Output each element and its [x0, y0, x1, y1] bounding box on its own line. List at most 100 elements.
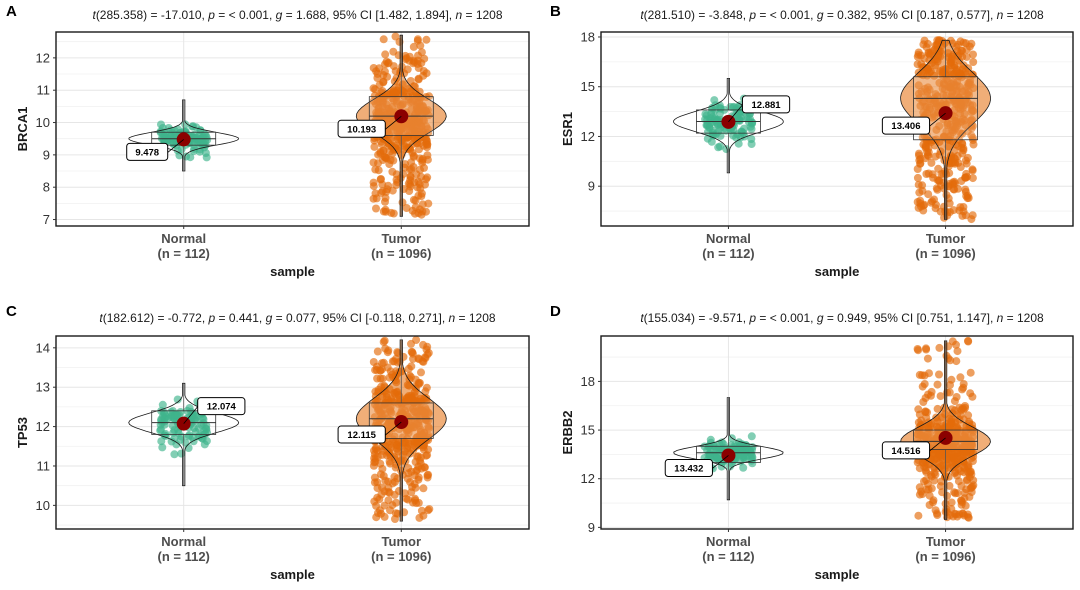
data-point — [913, 60, 922, 69]
data-point — [406, 77, 415, 85]
data-point — [416, 184, 425, 193]
data-point — [407, 165, 416, 174]
data-point — [922, 170, 931, 178]
data-point — [369, 84, 378, 93]
data-point — [963, 191, 972, 200]
data-point — [914, 418, 923, 427]
data-point — [726, 462, 734, 471]
data-point — [968, 482, 977, 491]
data-point — [386, 367, 395, 376]
data-point — [950, 179, 959, 188]
mean-point — [721, 114, 736, 129]
panel-subtitle: t(155.034) = -9.571, p = < 0.001, g = 0.… — [640, 311, 1044, 325]
data-point — [381, 50, 390, 59]
data-point — [372, 204, 380, 213]
data-point — [734, 139, 743, 148]
violin-normal — [673, 397, 784, 501]
data-point — [167, 437, 176, 446]
mean-label-leader — [183, 406, 199, 424]
data-point — [967, 131, 976, 140]
violin-tumor — [900, 39, 991, 220]
mean-label-text: 13.432 — [674, 463, 703, 474]
data-point — [747, 140, 756, 148]
data-point — [414, 355, 423, 364]
plot-area — [56, 336, 529, 529]
mean-label-text: 14.516 — [891, 446, 920, 457]
y-axis: 10 11 12 13 14 — [36, 340, 56, 513]
data-point — [181, 120, 190, 129]
violin-tumor — [355, 34, 447, 217]
mean-label-box — [881, 441, 931, 460]
data-point — [409, 151, 418, 160]
data-point — [373, 69, 382, 78]
data-point — [378, 359, 386, 368]
data-point — [920, 36, 929, 45]
data-point — [922, 468, 931, 477]
data-point — [405, 52, 414, 61]
data-point — [953, 40, 962, 49]
data-point — [392, 498, 401, 507]
data-point — [917, 487, 926, 496]
data-point — [915, 151, 923, 160]
data-point — [964, 337, 973, 346]
data-point — [914, 511, 923, 520]
panel-letter: A — [6, 3, 17, 20]
mean-label-box — [337, 119, 386, 138]
data-point — [945, 388, 954, 397]
y-tick-label: 11 — [37, 458, 51, 473]
x-tick-label: Tumor — [926, 231, 965, 246]
plot-content — [673, 336, 991, 522]
data-point — [969, 140, 978, 149]
y-tick-label: 11 — [37, 83, 51, 98]
data-point — [706, 119, 715, 128]
data-point — [957, 500, 966, 509]
data-point — [157, 437, 166, 446]
mean-label-text: 12.115 — [347, 430, 376, 441]
data-point — [170, 426, 179, 435]
data-point — [384, 58, 393, 67]
data-point — [370, 136, 379, 145]
data-point — [376, 374, 385, 383]
data-point — [747, 125, 756, 133]
data-point — [418, 200, 427, 209]
y-tick-label: 14 — [36, 340, 50, 355]
data-point — [964, 411, 973, 420]
data-point — [920, 477, 928, 486]
data-point — [417, 506, 426, 515]
x-tick-count: (n = 1096) — [371, 246, 431, 261]
data-point — [956, 373, 965, 382]
data-point — [716, 131, 725, 140]
data-point — [925, 501, 934, 509]
data-point — [924, 48, 933, 57]
panel-letter: D — [550, 303, 561, 320]
data-point — [202, 437, 211, 445]
mean-label-leader — [929, 112, 946, 127]
data-point — [935, 343, 944, 352]
mean-label-box — [881, 116, 931, 135]
x-tick-count: (n = 1096) — [915, 549, 975, 564]
y-tick-label: 18 — [581, 29, 595, 44]
x-tick-count: (n = 112) — [158, 246, 210, 261]
data-point — [406, 182, 415, 191]
data-point — [422, 69, 431, 78]
data-point — [936, 392, 945, 401]
data-point — [369, 178, 378, 187]
mean-marker-normal: 13.432 — [664, 448, 736, 477]
data-point — [735, 109, 744, 118]
data-point — [417, 368, 425, 377]
data-point — [417, 172, 426, 181]
y-tick-label: 9 — [588, 179, 595, 194]
data-point — [414, 74, 423, 83]
data-point — [968, 165, 977, 174]
data-point — [918, 458, 927, 467]
mean-marker-normal: 9.478 — [126, 132, 191, 161]
data-point — [925, 491, 934, 500]
data-point — [731, 440, 740, 449]
data-point — [423, 350, 432, 359]
data-point — [947, 498, 956, 507]
y-axis: 9 12 15 18 — [581, 374, 601, 535]
y-axis-title: TP53 — [15, 417, 30, 448]
data-point — [370, 473, 379, 482]
y-tick-label: 12 — [581, 129, 595, 144]
